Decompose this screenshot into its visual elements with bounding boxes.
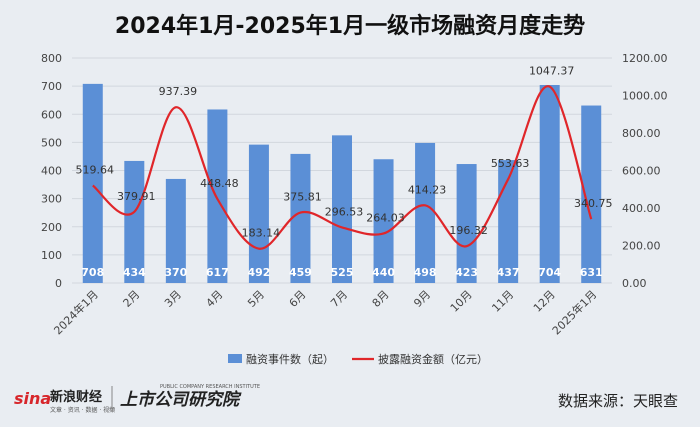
y-left-tick-label: 700 bbox=[41, 80, 62, 93]
institute-name: 上市公司研究院 bbox=[120, 390, 242, 410]
y-left-tick-label: 0 bbox=[55, 277, 62, 290]
bar bbox=[581, 105, 602, 283]
legend-bar-swatch bbox=[228, 354, 242, 363]
bar-value-label: 423 bbox=[455, 266, 478, 279]
bar bbox=[415, 142, 436, 283]
bar-value-label: 370 bbox=[164, 266, 187, 279]
line-layer bbox=[92, 85, 593, 250]
y-left-tick-label: 500 bbox=[41, 136, 62, 149]
bar-value-label: 708 bbox=[81, 266, 104, 279]
bar-value-label: 617 bbox=[206, 266, 229, 279]
label-layer: 708 434 370 617 492 459 525 440 498 423 437 704 631 5… bbox=[76, 65, 613, 279]
legend-bar-label: 融资事件数（起） bbox=[246, 353, 334, 366]
bar-value-label: 704 bbox=[538, 266, 561, 279]
y-left-tick-label: 800 bbox=[41, 52, 62, 65]
line-value-label: 1047.37 bbox=[529, 65, 575, 78]
x-tick-label: 4月 bbox=[204, 288, 226, 310]
bar bbox=[124, 160, 145, 283]
line-value-label: 340.75 bbox=[574, 197, 613, 210]
data-source: 数据来源：天眼查 bbox=[557, 392, 678, 410]
institute-english: PUBLIC COMPANY RESEARCH INSTITUTE bbox=[160, 384, 260, 390]
x-tick-label: 6月 bbox=[287, 288, 309, 310]
y-left-tick-label: 600 bbox=[41, 108, 62, 121]
bar bbox=[82, 83, 103, 283]
line-value-label: 183.14 bbox=[242, 227, 281, 240]
y-right-tick-label: 800.00 bbox=[622, 127, 661, 140]
x-tick-label: 3月 bbox=[162, 288, 184, 310]
bar bbox=[165, 178, 186, 283]
legend-line-label: 披露融资金额（亿元） bbox=[378, 352, 488, 366]
y-left-tick-label: 300 bbox=[41, 193, 62, 206]
bar bbox=[539, 85, 560, 283]
y-right-tick-label: 1200.00 bbox=[622, 52, 668, 65]
line-value-label: 196.32 bbox=[449, 224, 488, 237]
legend: 融资事件数（起） 披露融资金额（亿元） bbox=[228, 352, 488, 366]
y-left-tick-label: 400 bbox=[41, 165, 62, 178]
y-right-tick-label: 200.00 bbox=[622, 240, 661, 253]
chart-title: 2024年1月-2025年1月一级市场融资月度走势 bbox=[114, 14, 586, 39]
bar bbox=[290, 153, 311, 283]
bar bbox=[373, 159, 394, 283]
bar-value-label: 525 bbox=[331, 266, 354, 279]
line-value-label: 375.81 bbox=[283, 191, 322, 204]
x-tick-label: 2月 bbox=[121, 288, 143, 310]
bar-value-label: 437 bbox=[497, 266, 520, 279]
x-tick-label: 12月 bbox=[531, 288, 558, 315]
y-right-tick-label: 0.00 bbox=[622, 277, 647, 290]
bar bbox=[332, 135, 352, 283]
bar-value-label: 631 bbox=[580, 266, 603, 279]
x-tick-label: 2024年1月 bbox=[51, 287, 101, 337]
y-left-tick-label: 200 bbox=[41, 221, 62, 234]
x-tick-label: 10月 bbox=[448, 288, 475, 315]
line-value-label: 448.48 bbox=[200, 177, 239, 190]
line-value-label: 553.63 bbox=[491, 157, 530, 170]
line-value-label: 519.64 bbox=[76, 164, 115, 177]
y-right-tick-label: 1000.00 bbox=[622, 90, 668, 103]
line-value-label: 264.03 bbox=[366, 211, 405, 224]
x-tick-label: 5月 bbox=[245, 288, 267, 310]
y-right-tick-label: 600.00 bbox=[622, 165, 661, 178]
x-tick-label: 8月 bbox=[370, 288, 392, 310]
bar-layer bbox=[82, 83, 602, 283]
bar bbox=[207, 109, 228, 283]
x-tick-label: 2025年1月 bbox=[549, 287, 599, 337]
sina-finance-name: 新浪财经 bbox=[50, 389, 102, 405]
x-tick-label: 11月 bbox=[489, 288, 516, 315]
line-value-label: 414.23 bbox=[408, 183, 447, 196]
line-value-label: 379.91 bbox=[117, 190, 156, 203]
sina-finance-subtitle: 文章 · 资讯 · 数据 · 视频 bbox=[50, 406, 115, 414]
y-left-tick-label: 100 bbox=[41, 249, 62, 262]
bar bbox=[248, 144, 269, 283]
bar-value-label: 459 bbox=[289, 266, 312, 279]
y-right-tick-label: 400.00 bbox=[622, 202, 661, 215]
bar-value-label: 434 bbox=[123, 266, 146, 279]
x-tick-label: 9月 bbox=[411, 288, 433, 310]
sina-logo: sina bbox=[14, 389, 51, 408]
bar-value-label: 498 bbox=[414, 266, 437, 279]
bar-value-label: 440 bbox=[372, 266, 395, 279]
line-value-label: 296.53 bbox=[325, 205, 364, 218]
bar bbox=[456, 164, 477, 283]
x-tick-label: 7月 bbox=[328, 288, 350, 310]
bar-value-label: 492 bbox=[247, 266, 270, 279]
line-value-label: 937.39 bbox=[159, 85, 198, 98]
